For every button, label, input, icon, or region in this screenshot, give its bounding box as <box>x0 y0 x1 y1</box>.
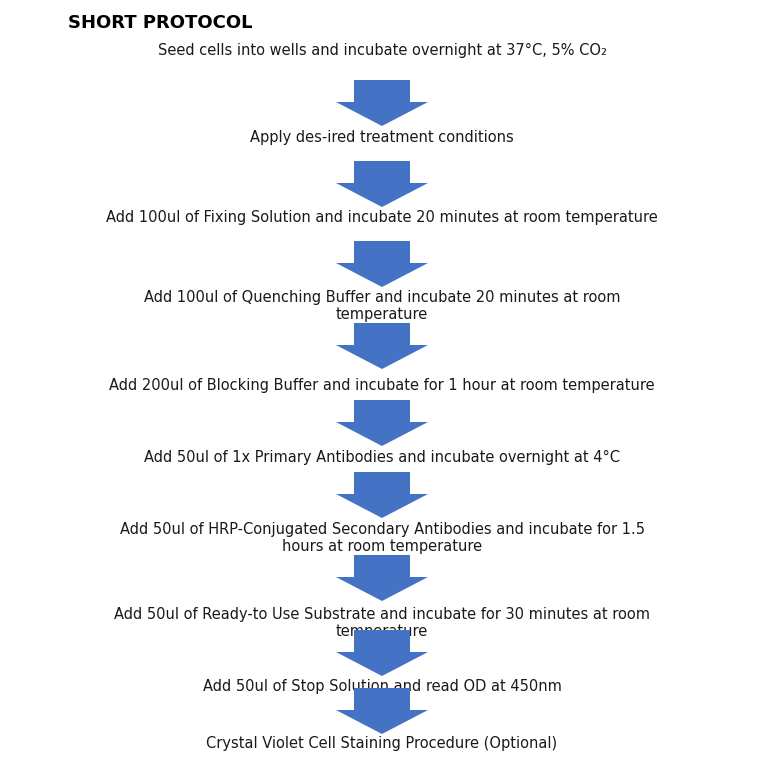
Polygon shape <box>336 688 428 734</box>
Text: Seed cells into wells and incubate overnight at 37°C, 5% CO₂: Seed cells into wells and incubate overn… <box>157 43 607 58</box>
Polygon shape <box>336 80 428 126</box>
Text: Crystal Violet Cell Staining Procedure (Optional): Crystal Violet Cell Staining Procedure (… <box>206 736 558 751</box>
Text: Add 50ul of 1x Primary Antibodies and incubate overnight at 4°C: Add 50ul of 1x Primary Antibodies and in… <box>144 450 620 465</box>
Text: Add 50ul of HRP-Conjugated Secondary Antibodies and incubate for 1.5
hours at ro: Add 50ul of HRP-Conjugated Secondary Ant… <box>119 522 645 555</box>
Text: SHORT PROTOCOL: SHORT PROTOCOL <box>68 14 252 32</box>
Polygon shape <box>336 241 428 287</box>
Text: Apply des­ired treatment conditions: Apply des­ired treatment conditions <box>250 130 514 145</box>
Polygon shape <box>336 472 428 518</box>
Polygon shape <box>336 630 428 676</box>
Text: Add 200ul of Blocking Buffer and incubate for 1 hour at room temperature: Add 200ul of Blocking Buffer and incubat… <box>109 378 655 393</box>
Polygon shape <box>336 161 428 207</box>
Text: Add 100ul of Quenching Buffer and incubate 20 minutes at room
temperature: Add 100ul of Quenching Buffer and incuba… <box>144 290 620 322</box>
Polygon shape <box>336 323 428 369</box>
Polygon shape <box>336 400 428 446</box>
Text: Add 100ul of Fixing Solution and incubate 20 minutes at room temperature: Add 100ul of Fixing Solution and incubat… <box>106 210 658 225</box>
Text: Add 50ul of Ready-to Use Substrate and incubate for 30 minutes at room
temperatu: Add 50ul of Ready-to Use Substrate and i… <box>114 607 650 639</box>
Polygon shape <box>336 555 428 601</box>
Text: Add 50ul of Stop Solution and read OD at 450nm: Add 50ul of Stop Solution and read OD at… <box>202 679 562 694</box>
